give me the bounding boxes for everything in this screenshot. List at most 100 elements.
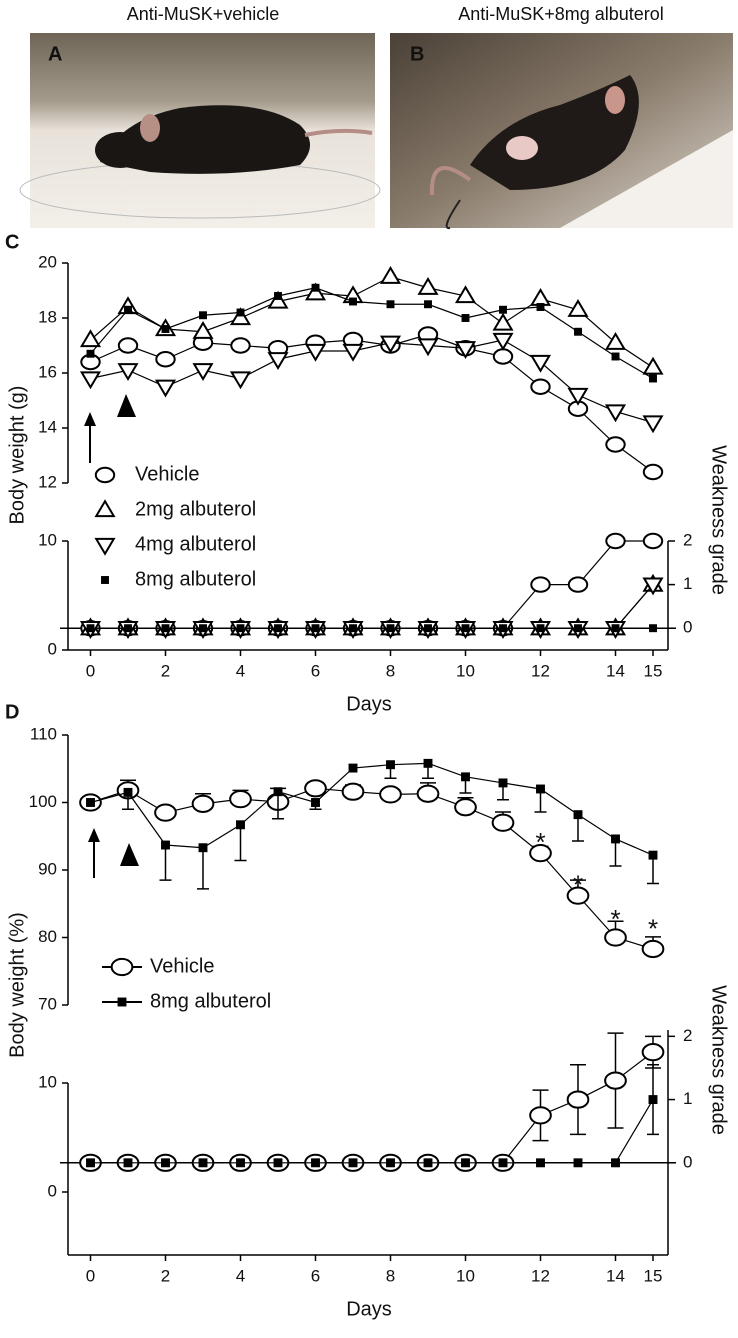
marker — [536, 1158, 545, 1168]
photo-caption: Anti-MuSK+8mg albuterol — [458, 4, 664, 24]
marker — [379, 265, 402, 284]
marker — [311, 1158, 320, 1168]
x-tick-label: 15 — [644, 1266, 663, 1285]
y2-tick-label: 0 — [683, 618, 692, 637]
legend-label: 4mg albuterol — [135, 533, 256, 555]
marker — [161, 840, 170, 850]
marker — [236, 1158, 245, 1168]
marker — [192, 363, 214, 382]
x-tick-label: 0 — [86, 661, 95, 680]
marker — [198, 1158, 208, 1168]
marker — [86, 624, 95, 633]
marker — [461, 772, 470, 782]
y2-tick-label: 1 — [683, 1089, 692, 1108]
marker — [641, 1043, 665, 1062]
marker — [567, 576, 589, 593]
x-tick-label: 15 — [644, 661, 663, 680]
legend-label: 8mg albuterol — [150, 990, 271, 1012]
marker — [349, 624, 357, 633]
marker — [304, 282, 327, 301]
y-tick-label: 90 — [38, 859, 57, 878]
series-line — [90, 787, 654, 950]
y2-axis-label: Weakness grade — [708, 445, 730, 595]
legend-marker — [101, 576, 109, 584]
y-tick-label: 0 — [48, 639, 57, 658]
y-axis-label: Body weight (g) — [6, 386, 28, 525]
marker — [461, 1158, 470, 1168]
marker — [117, 337, 139, 354]
marker — [416, 784, 440, 803]
marker — [536, 784, 545, 794]
marker — [529, 1106, 552, 1125]
x-tick-label: 8 — [386, 1266, 395, 1285]
series-line — [90, 1099, 654, 1164]
x-tick-label: 10 — [456, 661, 475, 680]
series-line — [90, 333, 654, 473]
marker — [492, 312, 514, 331]
marker — [311, 283, 320, 292]
marker — [648, 850, 658, 860]
legend-label: Vehicle — [150, 955, 215, 977]
marker — [304, 343, 327, 362]
annotation: * — [648, 914, 658, 944]
marker — [386, 624, 395, 633]
marker — [641, 939, 665, 959]
marker — [349, 297, 357, 306]
marker — [191, 794, 215, 813]
series-line — [90, 1051, 654, 1164]
marker — [605, 436, 626, 453]
marker — [454, 285, 477, 304]
x-tick-label: 6 — [311, 661, 320, 680]
marker — [311, 798, 320, 807]
marker — [123, 787, 133, 797]
x-tick-label: 14 — [606, 1266, 625, 1285]
marker — [499, 305, 507, 314]
marker — [124, 305, 132, 314]
marker — [454, 798, 477, 817]
annotation: * — [535, 827, 545, 857]
y-tick-label: 12 — [38, 472, 57, 491]
y2-tick-label: 0 — [683, 1152, 692, 1171]
marker — [642, 532, 664, 550]
y-tick-label: 0 — [48, 1181, 57, 1200]
marker — [379, 785, 402, 804]
marker — [530, 576, 551, 593]
marker — [605, 532, 626, 550]
y-tick-label: 100 — [29, 792, 57, 811]
x-axis-label: Days — [346, 1298, 392, 1320]
marker — [386, 1158, 395, 1168]
marker — [423, 758, 433, 768]
marker — [611, 1158, 620, 1168]
marker — [529, 287, 552, 306]
error-bar — [197, 847, 209, 890]
marker — [530, 378, 551, 395]
marker — [199, 311, 207, 320]
marker — [274, 292, 282, 300]
photo-b — [390, 33, 733, 230]
marker — [604, 331, 627, 350]
marker — [229, 307, 252, 326]
marker — [236, 624, 245, 633]
marker — [123, 1158, 133, 1168]
marker — [649, 374, 657, 383]
marker — [348, 763, 358, 773]
marker — [536, 624, 545, 633]
y-axis-label: Body weight (%) — [6, 912, 28, 1058]
marker — [536, 303, 545, 311]
x-tick-label: 2 — [161, 661, 170, 680]
marker — [604, 404, 627, 423]
x-tick-label: 0 — [86, 1266, 95, 1285]
marker — [498, 1158, 508, 1168]
marker — [574, 624, 582, 633]
marker — [117, 363, 139, 382]
y-tick-label: 10 — [38, 530, 57, 549]
marker — [573, 1158, 583, 1168]
marker — [155, 351, 176, 368]
series-line — [90, 276, 654, 369]
legend-marker — [94, 499, 116, 518]
marker — [304, 779, 327, 798]
marker — [86, 349, 95, 358]
marker — [611, 834, 620, 844]
marker — [79, 329, 102, 348]
